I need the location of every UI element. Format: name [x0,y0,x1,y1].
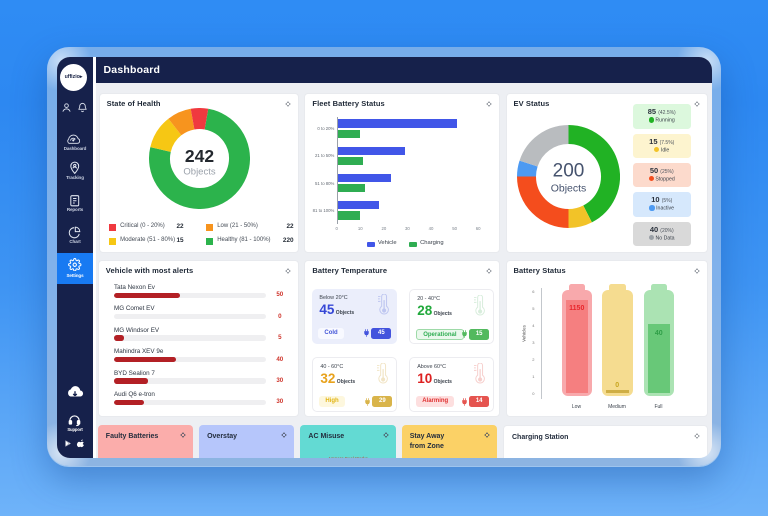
svg-text:242: 242 [185,146,214,166]
svg-text:Objects: Objects [551,183,587,195]
svg-text:200: 200 [553,161,585,182]
svg-text:Objects: Objects [183,166,215,177]
